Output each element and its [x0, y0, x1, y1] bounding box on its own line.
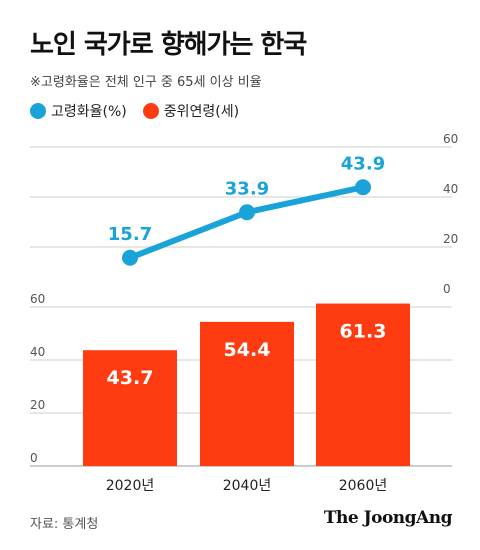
line-label: 15.7: [108, 224, 152, 245]
chart-note: ※고령화율은 전체 인구 중 65세 이상 비율: [30, 75, 262, 90]
legend-line-swatch: [30, 103, 46, 119]
line-point: [239, 204, 255, 221]
line-point: [122, 249, 138, 266]
legend-item-bar: 중위연령(세): [142, 101, 240, 121]
left-axis-tick: 40: [30, 345, 45, 359]
bar-2020년: [83, 350, 177, 466]
publisher-logo: The JoongAng: [323, 508, 453, 528]
legend: 고령화율(%) 중위연령(세): [30, 101, 255, 121]
left-axis-tick: 0: [30, 451, 38, 465]
bar-label: 61.3: [340, 321, 387, 343]
bar-label: 43.7: [107, 367, 154, 389]
legend-item-line: 고령화율(%): [30, 101, 127, 121]
left-axis-tick: 60: [30, 292, 45, 306]
legend-bar-swatch: [142, 103, 159, 119]
right-axis-tick: 60: [443, 132, 458, 146]
right-axis-tick: 0: [443, 282, 451, 296]
x-axis-tick: 2020년: [106, 478, 155, 494]
chart-title: 노인 국가로 향해가는 한국: [30, 30, 307, 60]
right-axis-tick: 40: [443, 182, 458, 196]
line-point: [355, 179, 371, 196]
legend-bar-label: 중위연령(세): [163, 104, 240, 120]
bar-2060년: [316, 303, 410, 466]
right-axis-tick: 20: [443, 232, 458, 246]
bar-label: 54.4: [224, 339, 271, 361]
line-label: 33.9: [225, 178, 269, 199]
line-label: 43.9: [341, 153, 385, 174]
legend-line-label: 고령화율(%): [51, 104, 127, 120]
x-axis-tick: 2040년: [223, 478, 272, 494]
source: 자료: 통계청: [30, 517, 99, 532]
left-axis-tick: 20: [30, 398, 45, 412]
x-axis-tick: 2060년: [339, 478, 388, 494]
bar-2040년: [200, 321, 294, 466]
